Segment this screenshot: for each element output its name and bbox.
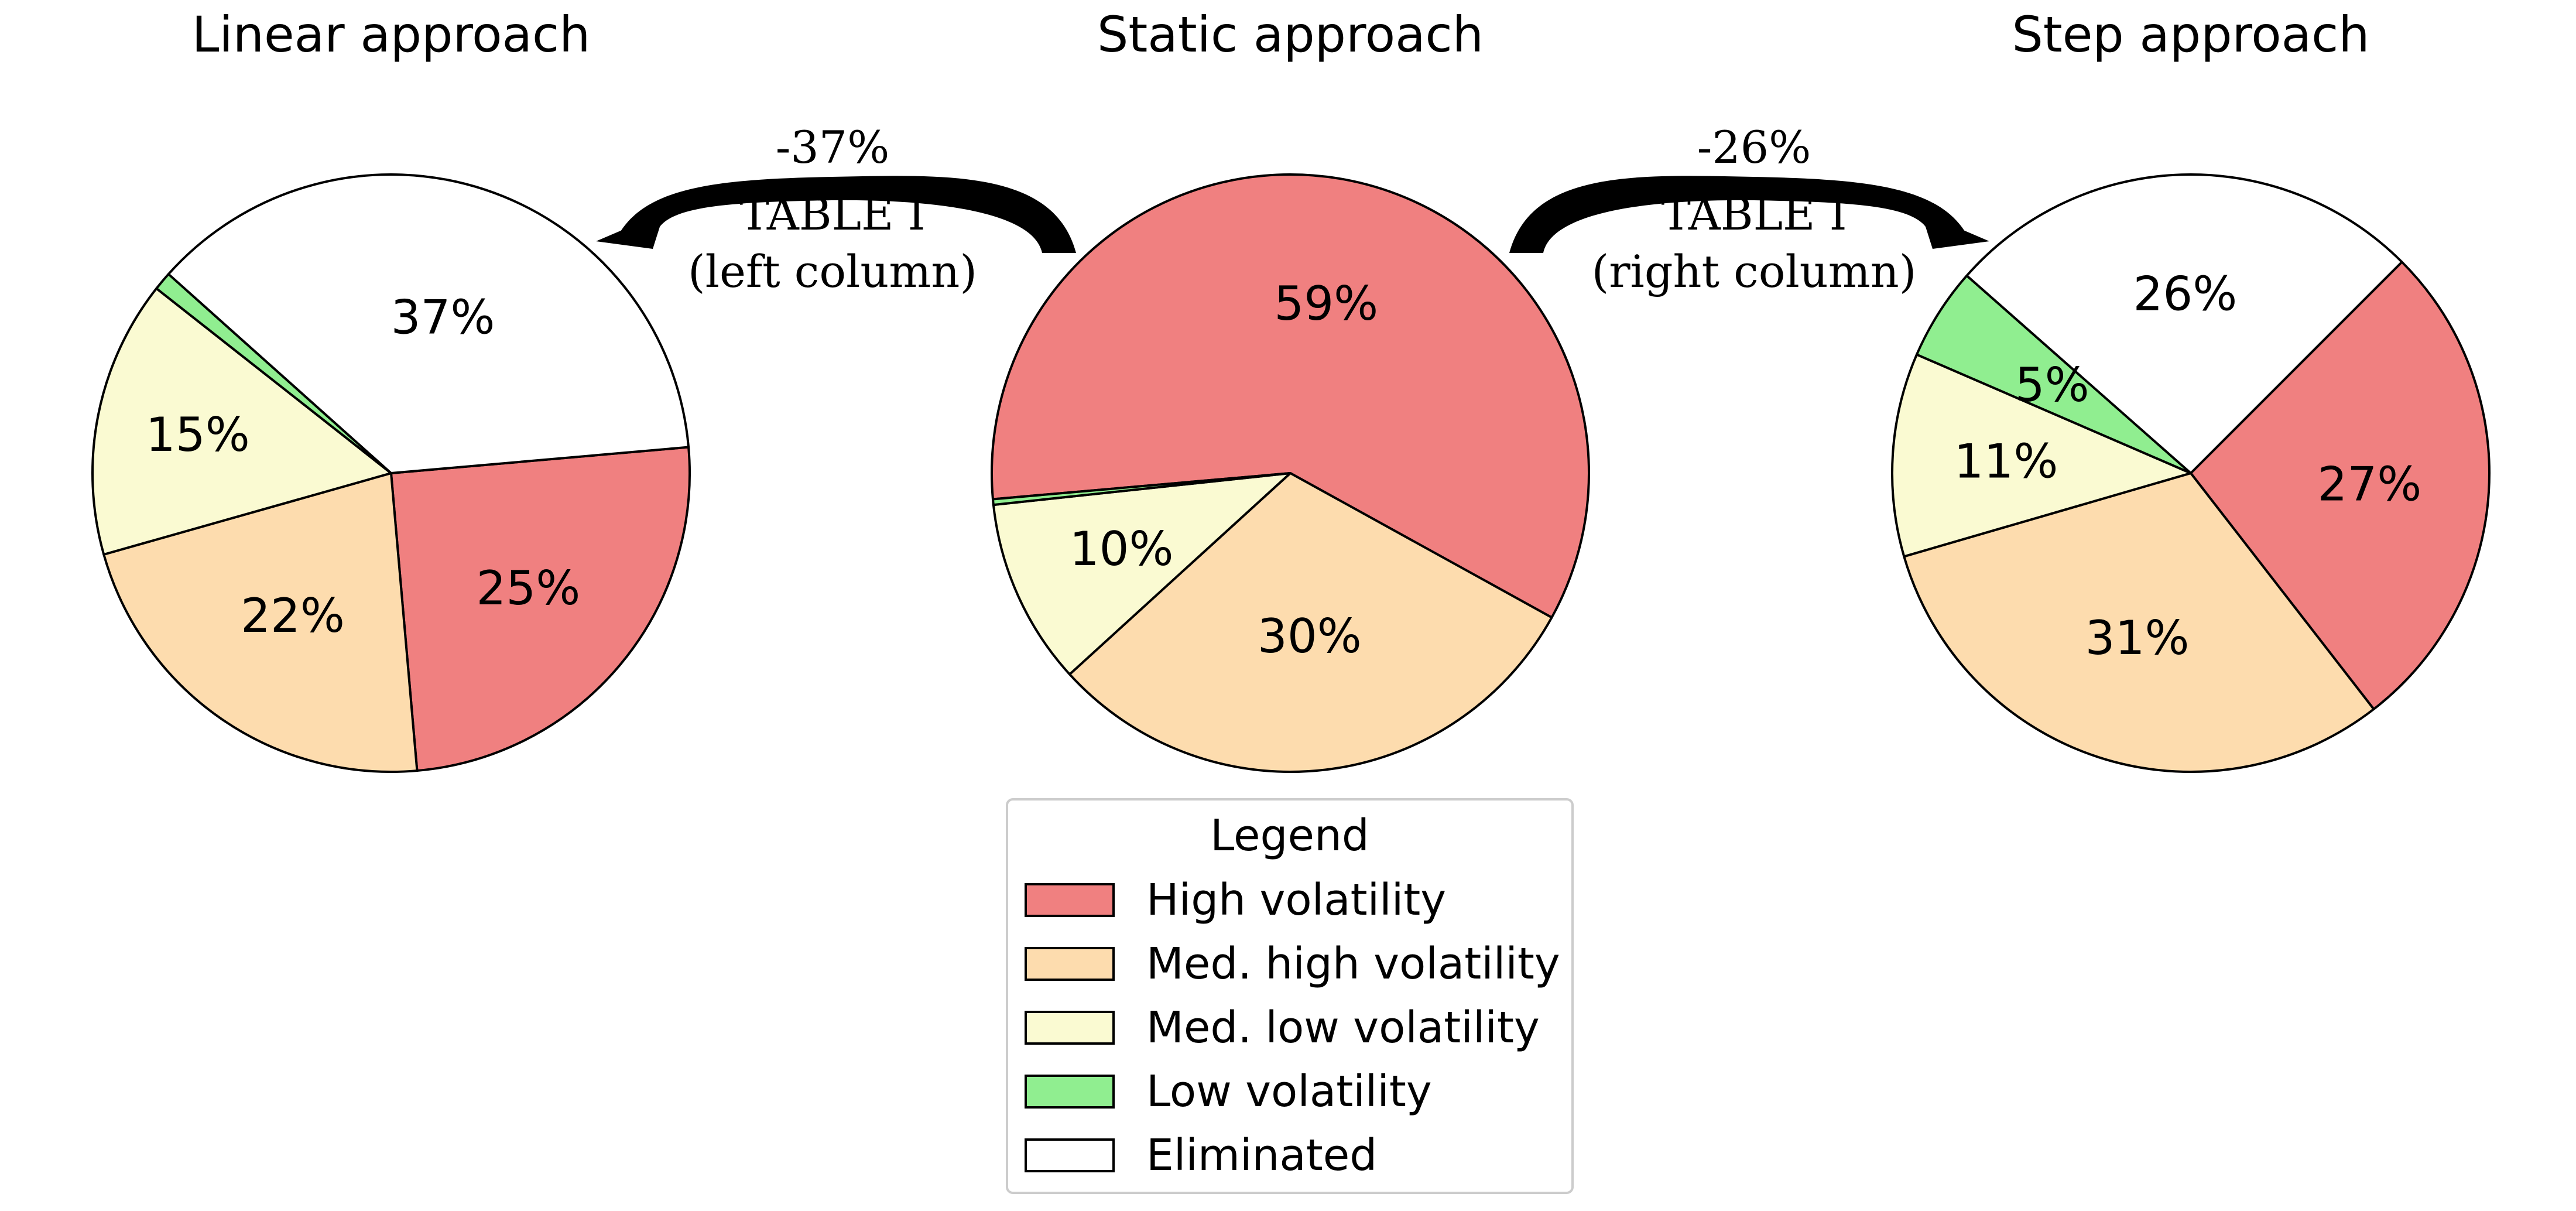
- pie-slice-eliminated: [167, 173, 690, 474]
- legend: Legend High volatility Med. high volatili…: [1006, 798, 1574, 1194]
- pie-slice-med-low: [91, 287, 392, 556]
- arrow-left-change: -37%: [776, 121, 890, 173]
- legend-label-eliminated: Eliminated: [1146, 1130, 1377, 1181]
- pie-slice-high: [991, 173, 1590, 619]
- pie-chart-step: Step approach 27% 31% 11% 5% 26%: [1891, 6, 2491, 773]
- arrow-right-line1: TABLE I: [1661, 188, 1847, 240]
- pie-slice-med-low: [992, 472, 1292, 676]
- pie-slice-med-high: [102, 472, 419, 773]
- legend-swatch-high: [1025, 883, 1115, 917]
- pie-slice-eliminated: [1965, 173, 2403, 474]
- slice-label-eliminated: 26%: [2133, 267, 2237, 321]
- arrow-left-line2: (left column): [688, 245, 977, 297]
- arrow-static-to-step: -26% TABLE I (right column): [1509, 121, 1989, 297]
- legend-swatch-med-low: [1025, 1011, 1115, 1045]
- legend-label-med-high: Med. high volatility: [1146, 939, 1560, 989]
- slice-label-med-high: 31%: [2085, 611, 2190, 665]
- arrow-right-change: -26%: [1697, 121, 1811, 173]
- slice-label-eliminated: 37%: [391, 290, 495, 344]
- pie-slice-med-high: [1068, 472, 1553, 773]
- legend-label-low: Low volatility: [1146, 1066, 1432, 1117]
- pie-chart-static: Static approach 59% 30% 10%: [991, 6, 1590, 773]
- slice-label-high: 59%: [1274, 276, 1378, 331]
- arrow-static-to-linear: -37% TABLE I (left column): [596, 121, 1076, 297]
- pie-chart-linear: Linear approach 25% 22% 15% 37%: [91, 6, 691, 773]
- legend-label-med-low: Med. low volatility: [1146, 1003, 1540, 1053]
- slice-label-low: 5%: [2015, 358, 2089, 412]
- slice-label-med-high: 22%: [241, 589, 345, 643]
- chart-title-linear: Linear approach: [192, 6, 591, 63]
- pie-slice-high: [390, 446, 691, 772]
- slice-label-high: 25%: [477, 561, 581, 615]
- legend-swatch-med-high: [1025, 947, 1115, 981]
- pie-slice-low: [991, 472, 1292, 507]
- curved-arrow-right-icon: [1509, 176, 1965, 253]
- slice-label-med-high: 30%: [1258, 609, 1362, 663]
- arrow-head-left-icon: [596, 212, 664, 249]
- arrow-left-line1: TABLE I: [739, 188, 925, 240]
- pie-slice-low: [1915, 274, 2192, 474]
- legend-swatch-eliminated: [1025, 1138, 1115, 1172]
- legend-swatch-low: [1025, 1075, 1115, 1109]
- slice-label-high: 27%: [2317, 457, 2421, 512]
- legend-label-high: High volatility: [1146, 875, 1446, 925]
- slice-label-med-low: 10%: [1070, 522, 1174, 576]
- pie-slice-med-low: [1891, 353, 2192, 558]
- legend-box: [1006, 798, 1574, 1194]
- chart-title-step: Step approach: [2012, 6, 2369, 63]
- arrow-right-line2: (right column): [1592, 245, 1917, 297]
- slice-label-med-low: 15%: [146, 408, 250, 462]
- pie-slice-med-high: [1903, 472, 2375, 773]
- arrow-head-right-icon: [1921, 212, 1989, 249]
- chart-title-static: Static approach: [1097, 6, 1484, 63]
- curved-arrow-left-icon: [621, 176, 1076, 253]
- pie-slice-high: [2190, 261, 2491, 710]
- slice-label-med-low: 11%: [1954, 435, 2058, 489]
- legend-title: Legend: [1210, 810, 1369, 861]
